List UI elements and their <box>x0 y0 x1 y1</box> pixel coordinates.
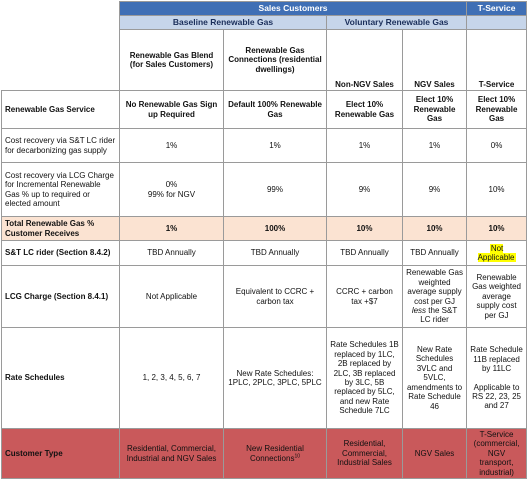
cell-customer-ngv: NGV Sales <box>401 427 468 479</box>
cell-lcg-recovery-t-service: 10% <box>466 162 527 217</box>
cell-customer-blend: Residential, Commercial, Industrial and … <box>119 427 224 479</box>
sales-customers-header: Sales Customers <box>118 1 468 16</box>
customer-connections-text: New Residential Connections <box>246 444 304 463</box>
cell-total-t-service: 10% <box>466 216 527 241</box>
cell-service-t-service: Elect 10% Renewable Gas <box>466 90 527 129</box>
cell-st-recovery-connections: 1% <box>223 128 327 163</box>
cell-total-ngv: 10% <box>401 216 468 241</box>
cell-rate-t-service-line2: Applicable to RS 22, 23, 25 and 27 <box>472 382 521 411</box>
row-lcg-recovery: Cost recovery via LCG Charge for Increme… <box>1 162 527 217</box>
cell-lcg-recovery-blend: 0% 99% for NGV <box>119 162 224 217</box>
cell-st-recovery-t-service: 0% <box>466 128 527 163</box>
cell-service-non-ngv: Elect 10% Renewable Gas <box>326 90 403 129</box>
cell-st-rider-ngv: TBD Annually <box>401 240 468 266</box>
col-header-ngv: NGV Sales <box>401 29 468 91</box>
cell-customer-connections: New Residential Connections10 <box>223 427 327 479</box>
footnote-marker: 10 <box>294 452 301 459</box>
row-label-lcg-recovery: Cost recovery via LCG Charge for Increme… <box>1 162 120 217</box>
baseline-header: Baseline Renewable Gas <box>119 15 327 30</box>
row-label-total: Total Renewable Gas % Customer Receives <box>1 216 120 241</box>
cell-st-rider-blend: TBD Annually <box>119 240 224 266</box>
cell-lcg-recovery-blend-line1: 0% <box>165 180 178 190</box>
row-lcg-charge: LCG Charge (Section 8.4.1) Not Applicabl… <box>1 265 527 328</box>
cell-service-blend: No Renewable Gas Sign up Required <box>119 90 224 129</box>
col-header-t-service: T-Service <box>466 29 527 91</box>
row-st-recovery: Cost recovery via S&T LC rider for decar… <box>1 128 527 163</box>
cell-rate-ngv: New Rate Schedules 3VLC and 5VLC, amendm… <box>401 327 468 429</box>
row-label-customer-type: Customer Type <box>1 427 120 479</box>
row-label-st-recovery: Cost recovery via S&T LC rider for decar… <box>1 128 120 163</box>
row-label-rate-schedules: Rate Schedules <box>1 327 120 429</box>
cell-st-rider-t-service: Not Applicable <box>466 240 527 266</box>
t-service-header: T-Service <box>466 1 527 16</box>
not-applicable-highlight: Not Applicable <box>477 243 516 262</box>
row-service: Renewable Gas Service No Renewable Gas S… <box>1 90 527 129</box>
cell-total-blend: 1% <box>119 216 224 241</box>
cell-lcg-charge-ngv: Renewable Gas weighted average supply co… <box>401 265 468 328</box>
row-st-rider: S&T LC rider (Section 8.4.2) TBD Annuall… <box>1 240 527 266</box>
cell-lcg-charge-connections: Equivalent to CCRC + carbon tax <box>223 265 327 328</box>
lcg-charge-ngv-less: less <box>411 305 427 315</box>
cell-total-connections: 100% <box>223 216 327 241</box>
cell-lcg-recovery-connections: 99% <box>223 162 327 217</box>
cell-rate-t-service-line1: Rate Schedule 11B replaced by 11LC <box>470 345 523 374</box>
row-customer-type: Customer Type Residential, Commercial, I… <box>1 427 527 479</box>
cell-lcg-recovery-non-ngv: 9% <box>326 162 403 217</box>
lcg-charge-ngv-text-b: the S&T LC rider <box>420 305 458 325</box>
cell-lcg-recovery-ngv: 9% <box>401 162 468 217</box>
cell-lcg-recovery-blend-line2: 99% for NGV <box>147 189 196 199</box>
cell-rate-t-service: Rate Schedule 11B replaced by 11LC Appli… <box>466 327 527 429</box>
cell-st-recovery-blend: 1% <box>119 128 224 163</box>
cell-rate-connections: New Rate Schedules: 1PLC, 2PLC, 3PLC, 5P… <box>223 327 327 429</box>
cell-customer-non-ngv: Residential, Commercial, Industrial Sale… <box>326 427 403 479</box>
cell-st-rider-non-ngv: TBD Annually <box>326 240 403 266</box>
cell-service-ngv: Elect 10% Renewable Gas <box>401 90 468 129</box>
voluntary-header: Voluntary Renewable Gas <box>325 15 468 30</box>
header-row-1: Sales Customers T-Service <box>1 1 527 91</box>
corner-blank <box>1 1 120 91</box>
cell-lcg-charge-t-service: Renewable Gas weighted average supply co… <box>466 265 527 328</box>
t-service-subheader-blank <box>466 15 527 30</box>
cell-total-non-ngv: 10% <box>326 216 403 241</box>
col-header-connections: Renewable Gas Connections (residential d… <box>223 29 327 91</box>
cell-lcg-charge-blend: Not Applicable <box>119 265 224 328</box>
col-header-non-ngv: Non-NGV Sales <box>326 29 403 91</box>
cell-st-recovery-ngv: 1% <box>401 128 468 163</box>
cell-st-recovery-non-ngv: 1% <box>326 128 403 163</box>
row-total: Total Renewable Gas % Customer Receives … <box>1 216 527 241</box>
col-header-blend: Renewable Gas Blend (for Sales Customers… <box>119 29 224 91</box>
cell-customer-t-service: T-Service (commercial, NGV transport, in… <box>466 427 527 479</box>
cell-service-connections: Default 100% Renewable Gas <box>223 90 327 129</box>
cell-rate-blend: 1, 2, 3, 4, 5, 6, 7 <box>119 327 224 429</box>
lcg-charge-ngv-text-a: Renewable Gas weighted average supply co… <box>406 268 463 306</box>
row-label-service: Renewable Gas Service <box>1 90 120 129</box>
column-header-row: Renewable Gas Blend (for Sales Customers… <box>2 29 527 91</box>
row-label-lcg-charge: LCG Charge (Section 8.4.1) <box>1 265 120 328</box>
row-rate-schedules: Rate Schedules 1, 2, 3, 4, 5, 6, 7 New R… <box>1 327 527 429</box>
cell-st-rider-connections: TBD Annually <box>223 240 327 266</box>
cell-rate-non-ngv: Rate Schedules 1B replaced by 1LC, 2B re… <box>326 327 403 429</box>
row-label-st-rider: S&T LC rider (Section 8.4.2) <box>1 240 120 266</box>
cell-lcg-charge-non-ngv: CCRC + carbon tax +$7 <box>326 265 403 328</box>
